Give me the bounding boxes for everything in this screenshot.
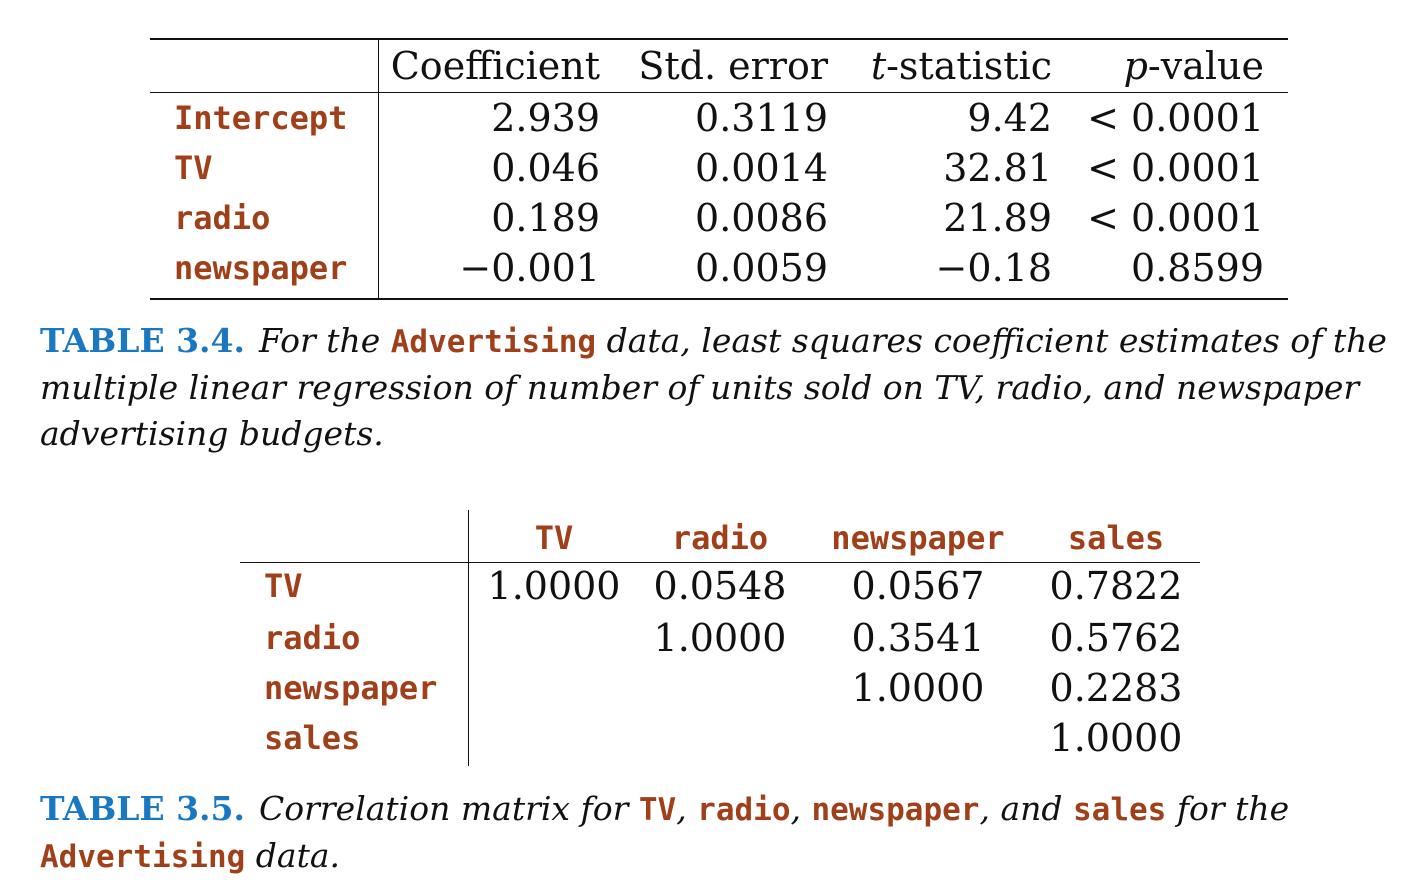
table-cell: 0.0548 [653, 564, 787, 608]
column-divider [378, 40, 379, 298]
row-label-radio: radio [264, 619, 361, 657]
caption-var-newspaper: newspaper [811, 792, 980, 828]
coefficient-table: Coefficient Std. error t-statistic p-val… [150, 38, 1288, 300]
row-label-newspaper: newspaper [264, 669, 438, 707]
caption-text: data, least squares coefficient estimate… [596, 321, 1387, 360]
table-caption-3-4: TABLE 3.4. For the Advertising data, leas… [40, 318, 1412, 457]
table-cell: 32.81 [943, 146, 1052, 190]
caption-text: For the [259, 321, 391, 360]
caption-text: , [676, 789, 698, 828]
table-caption-3-5: TABLE 3.5. Correlation matrix for TV, rad… [40, 786, 1412, 880]
caption-text: , [790, 789, 812, 828]
table-cell: −0.18 [935, 246, 1052, 290]
header-radio: radio [671, 519, 769, 557]
caption-text: data. [245, 836, 341, 875]
table-cell: 1.0000 [653, 616, 787, 660]
correlation-table: TV radio newspaper sales TV 1.0000 0.054… [240, 510, 1200, 766]
table-cell: 0.2283 [1049, 666, 1183, 710]
header-p-symbol: p [1123, 44, 1148, 88]
column-divider [468, 510, 469, 766]
table-cell: 9.42 [967, 96, 1052, 140]
row-label-sales: sales [264, 719, 361, 757]
caption-text: , and [979, 789, 1073, 828]
header-std-error: Std. error [638, 44, 828, 88]
table-cell: 0.7822 [1049, 564, 1183, 608]
header-sales: sales [1067, 519, 1165, 557]
caption-var-sales: sales [1073, 792, 1167, 828]
header-rule [150, 92, 1288, 93]
table-cell: 1.0000 [851, 666, 985, 710]
table-cell: 0.3541 [851, 616, 985, 660]
caption-dataset-name: Advertising [390, 324, 597, 360]
header-tv: TV [534, 519, 574, 557]
header-newspaper: newspaper [831, 519, 1005, 557]
header-t-rest: -statistic [886, 44, 1052, 88]
caption-line: TABLE 3.4. For the Advertising data, leas… [40, 318, 1412, 365]
caption-var-tv: TV [638, 792, 677, 828]
table-cell: 1.0000 [1049, 716, 1183, 760]
caption-line: TABLE 3.5. Correlation matrix for TV, rad… [40, 786, 1412, 833]
caption-line: Advertising data. [40, 833, 1412, 880]
header-t-statistic: t-statistic [871, 44, 1052, 88]
row-label-radio: radio [174, 199, 271, 237]
table-cell: 0.0086 [695, 196, 828, 240]
table-cell: < 0.0001 [1087, 96, 1264, 140]
caption-line: multiple linear regression of number of … [40, 368, 1360, 407]
row-label-newspaper: newspaper [174, 249, 348, 287]
row-label-intercept: Intercept [174, 99, 348, 137]
caption-line: advertising budgets. [40, 414, 384, 453]
table-cell: −0.001 [459, 246, 600, 290]
header-coefficient: Coefficient [390, 44, 600, 88]
header-rule [240, 562, 1200, 563]
row-label-tv: TV [264, 567, 303, 605]
caption-text: for the [1166, 789, 1290, 828]
table-cell: 0.8599 [1131, 246, 1264, 290]
header-p-rest: -value [1147, 44, 1264, 88]
table-cell: 2.939 [491, 96, 600, 140]
table-cell: 0.189 [491, 196, 600, 240]
caption-var-radio: radio [697, 792, 791, 828]
table-cell: 1.0000 [487, 564, 621, 608]
table-cell: 0.3119 [695, 96, 828, 140]
table-cell: 0.046 [491, 146, 600, 190]
row-label-tv: TV [174, 149, 213, 187]
table-cell: < 0.0001 [1087, 196, 1264, 240]
header-t-symbol: t [870, 44, 887, 88]
table-cell: 0.0567 [851, 564, 985, 608]
table-cell: 0.5762 [1049, 616, 1183, 660]
table-cell: 0.0014 [695, 146, 828, 190]
table-cell: 21.89 [943, 196, 1052, 240]
table-cell: < 0.0001 [1087, 146, 1264, 190]
caption-label: TABLE 3.5. [40, 789, 245, 828]
caption-dataset-name: Advertising [40, 839, 246, 875]
caption-label: TABLE 3.4. [40, 321, 245, 360]
caption-text: Correlation matrix for [259, 789, 639, 828]
table-cell: 0.0059 [695, 246, 828, 290]
header-p-value: p-value [1124, 44, 1264, 88]
